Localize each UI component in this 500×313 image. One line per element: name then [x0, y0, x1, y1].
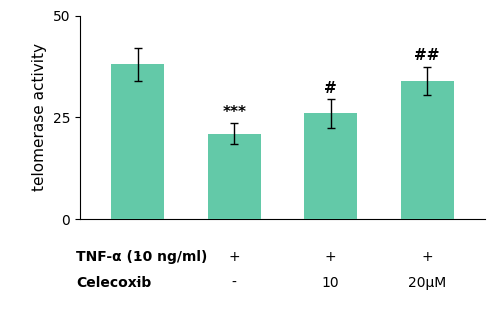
Text: -: - — [136, 249, 140, 264]
Text: +: + — [325, 249, 336, 264]
Text: ##: ## — [414, 48, 440, 63]
Text: 10: 10 — [322, 276, 340, 290]
Text: +: + — [422, 249, 433, 264]
Bar — [208, 134, 261, 219]
Bar — [112, 64, 164, 219]
Text: -: - — [232, 276, 236, 290]
Text: Celecoxib: Celecoxib — [76, 276, 151, 290]
Bar — [304, 113, 357, 219]
Y-axis label: telomerase activity: telomerase activity — [32, 44, 47, 191]
Text: +: + — [228, 249, 240, 264]
Bar — [400, 81, 454, 219]
Text: ***: *** — [222, 105, 246, 120]
Text: TNF-α (10 ng/ml): TNF-α (10 ng/ml) — [76, 249, 208, 264]
Text: #: # — [324, 81, 337, 96]
Text: 20μM: 20μM — [408, 276, 447, 290]
Text: -: - — [136, 276, 140, 290]
